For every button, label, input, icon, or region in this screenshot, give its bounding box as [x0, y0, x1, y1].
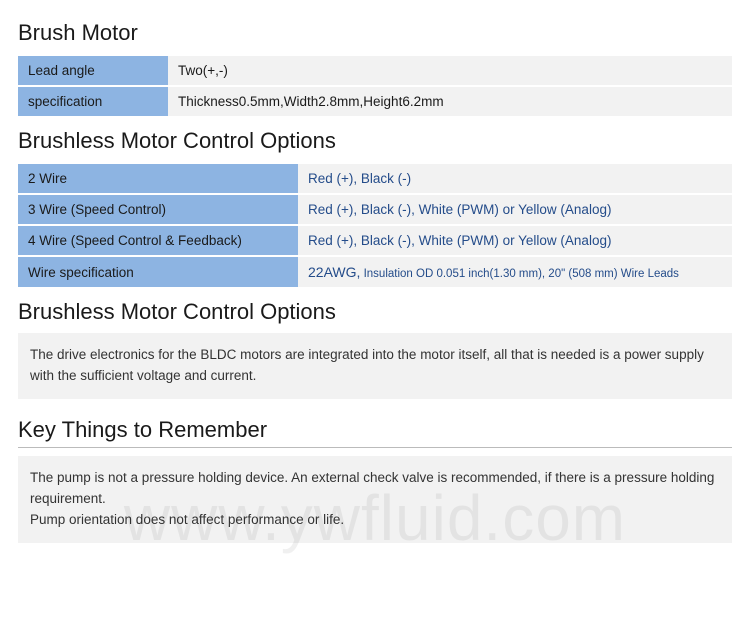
table-row: specification Thickness0.5mm,Width2.8mm,…	[18, 87, 732, 116]
cell-val: 22AWG, Insulation OD 0.051 inch(1.30 mm)…	[298, 257, 732, 287]
cell-val: Red (+), Black (-)	[298, 164, 732, 193]
cell-val: Two(+,-)	[168, 56, 732, 85]
cell-key: 3 Wire (Speed Control)	[18, 195, 298, 224]
info-box-drive: The drive electronics for the BLDC motor…	[18, 333, 732, 399]
brush-motor-table: Lead angle Two(+,-) specification Thickn…	[18, 54, 732, 118]
section1-title: Brush Motor	[18, 20, 732, 46]
cell-key: Wire specification	[18, 257, 298, 287]
cell-key: specification	[18, 87, 168, 116]
cell-val: Red (+), Black (-), White (PWM) or Yello…	[298, 226, 732, 255]
table-row: Wire specification 22AWG, Insulation OD …	[18, 257, 732, 287]
info-box-key-things: The pump is not a pressure holding devic…	[18, 456, 732, 543]
key-things-line2: Pump orientation does not affect perform…	[30, 510, 720, 531]
section2-title: Brushless Motor Control Options	[18, 128, 732, 154]
cell-key: 2 Wire	[18, 164, 298, 193]
section3-title: Brushless Motor Control Options	[18, 299, 732, 325]
cell-val: Thickness0.5mm,Width2.8mm,Height6.2mm	[168, 87, 732, 116]
brushless-options-table: 2 Wire Red (+), Black (-) 3 Wire (Speed …	[18, 162, 732, 289]
table-row: 2 Wire Red (+), Black (-)	[18, 164, 732, 193]
section4-title: Key Things to Remember	[18, 417, 732, 448]
table-row: Lead angle Two(+,-)	[18, 56, 732, 85]
cell-key: 4 Wire (Speed Control & Feedback)	[18, 226, 298, 255]
wire-awg: 22AWG,	[308, 264, 360, 280]
wire-detail: Insulation OD 0.051 inch(1.30 mm), 20" (…	[360, 268, 679, 280]
table-row: 3 Wire (Speed Control) Red (+), Black (-…	[18, 195, 732, 224]
table-row: 4 Wire (Speed Control & Feedback) Red (+…	[18, 226, 732, 255]
key-things-line1: The pump is not a pressure holding devic…	[30, 468, 720, 510]
cell-val: Red (+), Black (-), White (PWM) or Yello…	[298, 195, 732, 224]
cell-key: Lead angle	[18, 56, 168, 85]
